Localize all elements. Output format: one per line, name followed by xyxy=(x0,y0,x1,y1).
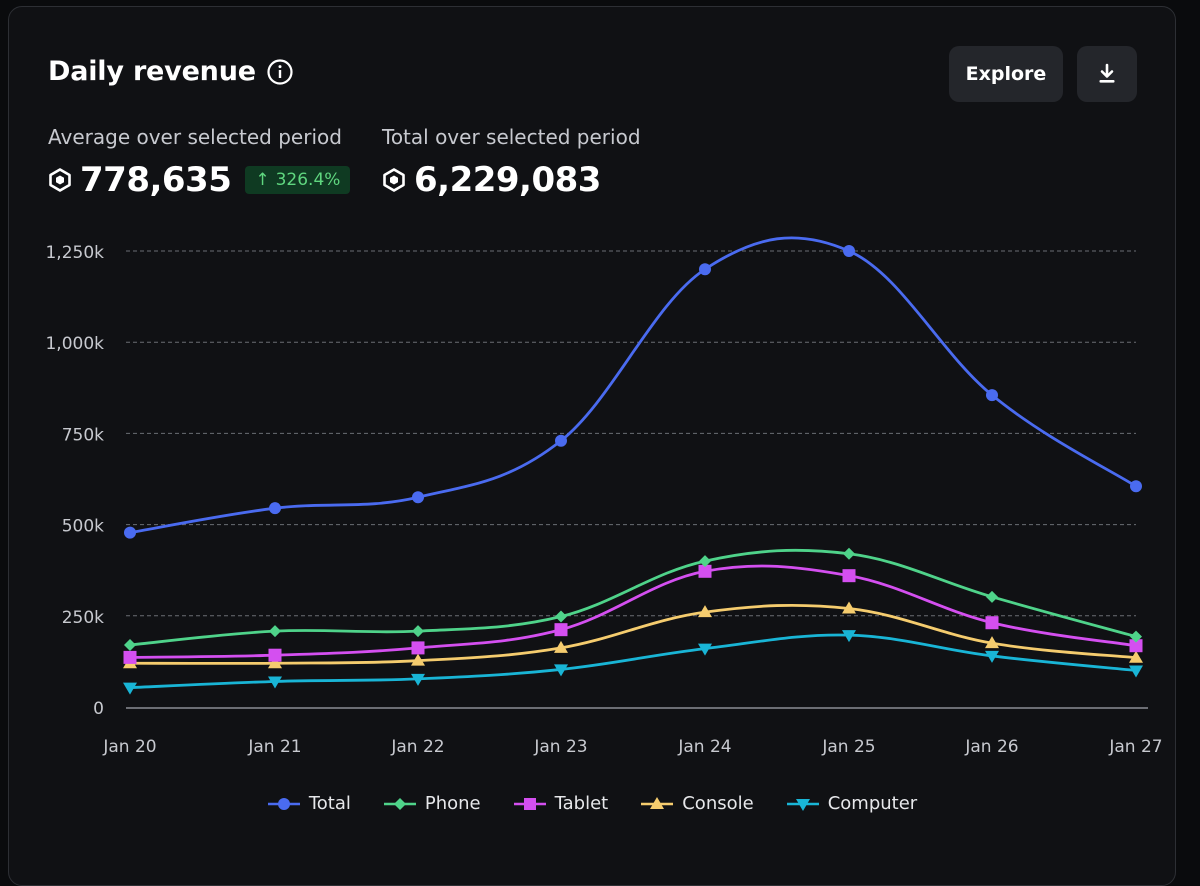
data-point-phone xyxy=(555,610,567,623)
data-point-console xyxy=(985,636,999,649)
data-point-computer xyxy=(268,676,282,689)
legend-item-total[interactable]: Total xyxy=(267,793,351,814)
legend-swatch xyxy=(513,797,546,810)
data-point-phone xyxy=(699,555,711,568)
chart-title: Daily revenue xyxy=(48,56,256,87)
data-point-total xyxy=(986,389,998,402)
legend-item-computer[interactable]: Computer xyxy=(786,793,917,814)
data-point-phone xyxy=(986,590,998,603)
robux-icon xyxy=(383,168,405,192)
robux-icon xyxy=(49,168,71,192)
average-value: 778,635 xyxy=(80,160,232,200)
x-tick-label: Jan 23 xyxy=(533,737,587,757)
series-line-console xyxy=(128,603,1138,665)
data-point-tablet xyxy=(985,616,999,630)
data-point-console xyxy=(411,653,425,666)
data-point-console xyxy=(698,605,712,618)
average-stat: 778,635 ↑ 326.4% xyxy=(48,160,351,200)
data-point-total xyxy=(699,263,711,276)
data-point-total xyxy=(843,245,855,257)
total-label: Total over selected period xyxy=(382,125,641,149)
data-point-phone xyxy=(124,638,136,651)
explore-button[interactable]: Explore xyxy=(949,46,1063,102)
data-point-computer xyxy=(554,664,568,677)
data-point-tablet xyxy=(411,641,425,655)
x-tick-label: Jan 24 xyxy=(677,737,731,757)
legend-label: Console xyxy=(682,793,754,814)
data-point-computer xyxy=(1129,665,1143,678)
change-value: 326.4% xyxy=(275,170,341,190)
average-label: Average over selected period xyxy=(48,125,342,149)
x-tick-label: Jan 20 xyxy=(102,737,156,757)
legend-swatch xyxy=(786,798,819,811)
data-point-computer xyxy=(985,650,999,663)
data-point-tablet xyxy=(123,650,137,664)
x-tick-label: Jan 26 xyxy=(964,737,1018,757)
data-point-console xyxy=(268,656,282,669)
data-point-computer xyxy=(698,643,712,656)
data-point-tablet xyxy=(698,564,712,578)
info-icon[interactable] xyxy=(266,58,294,86)
y-tick-label: 750k xyxy=(62,425,104,445)
data-point-phone xyxy=(269,625,281,638)
x-tick-label: Jan 25 xyxy=(821,737,875,757)
legend-swatch xyxy=(641,796,674,809)
total-value: 6,229,083 xyxy=(414,160,601,200)
chart-legend: Total Phone Tablet Console Computer xyxy=(0,793,1184,814)
data-point-tablet xyxy=(842,569,856,583)
data-point-total xyxy=(1130,480,1142,493)
legend-item-console[interactable]: Console xyxy=(640,793,754,814)
data-point-computer xyxy=(842,630,856,643)
data-point-total xyxy=(124,526,136,539)
x-tick-label: Jan 21 xyxy=(247,737,301,757)
data-point-tablet xyxy=(268,648,282,662)
download-icon xyxy=(1099,63,1115,83)
arrow-up-icon: ↑ xyxy=(255,170,270,190)
revenue-card xyxy=(8,6,1176,886)
legend-label: Phone xyxy=(424,793,481,814)
data-point-total xyxy=(412,491,424,504)
legend-label: Tablet xyxy=(554,793,609,814)
series-line-tablet xyxy=(128,564,1138,659)
y-tick-label: 250k xyxy=(62,608,104,628)
y-tick-label: 1,000k xyxy=(45,334,104,354)
legend-label: Computer xyxy=(827,793,918,814)
x-tick-label: Jan 22 xyxy=(390,737,444,757)
data-point-phone xyxy=(412,625,424,638)
title-row: Daily revenue xyxy=(48,56,294,87)
data-point-console xyxy=(554,640,568,653)
legend-swatch xyxy=(267,797,300,810)
data-point-tablet xyxy=(554,623,568,637)
data-point-computer xyxy=(411,673,425,686)
data-point-console xyxy=(1129,650,1143,663)
legend-swatch xyxy=(383,797,416,810)
data-point-tablet xyxy=(1129,639,1143,653)
explore-button-label: Explore xyxy=(965,63,1047,85)
total-stat: 6,229,083 xyxy=(382,160,601,200)
legend-item-phone[interactable]: Phone xyxy=(383,793,481,814)
data-point-total xyxy=(555,434,567,447)
y-tick-label: 1,250k xyxy=(45,243,104,263)
x-tick-label: Jan 27 xyxy=(1108,737,1162,757)
legend-label: Total xyxy=(308,793,351,814)
change-badge: ↑ 326.4% xyxy=(245,166,351,194)
data-point-console xyxy=(842,601,856,614)
y-tick-label: 500k xyxy=(62,517,104,537)
data-point-phone xyxy=(843,547,855,560)
download-button[interactable] xyxy=(1077,46,1137,102)
series-line-phone xyxy=(128,548,1138,647)
series-line-total xyxy=(128,236,1138,535)
y-tick-label: 0 xyxy=(93,699,104,719)
data-point-computer xyxy=(123,682,137,695)
legend-item-tablet[interactable]: Tablet xyxy=(513,793,609,814)
data-point-total xyxy=(269,502,281,515)
line-chart: 0 250k 500k 750k 1,000k 1,250k Jan 20 Jan 21 Jan… xyxy=(45,236,1163,757)
data-point-phone xyxy=(1130,630,1142,643)
series-line-computer xyxy=(128,633,1138,690)
